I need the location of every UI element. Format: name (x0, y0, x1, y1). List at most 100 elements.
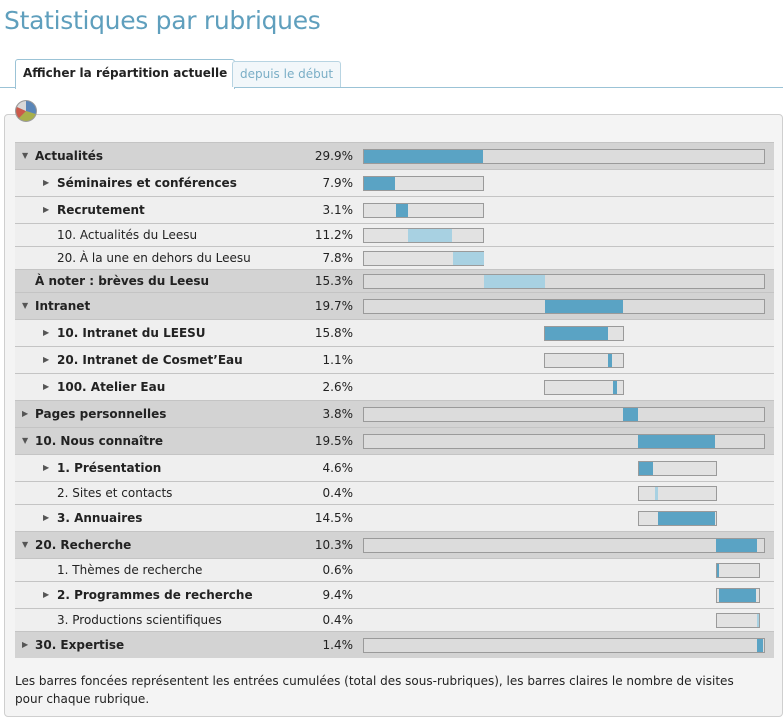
share-bar-fill (716, 539, 757, 552)
rubrique-label[interactable]: Pages personnelles (35, 407, 167, 421)
rubrique-label[interactable]: Intranet (35, 299, 91, 313)
percentage-value: 11.2% (314, 228, 353, 242)
stats-row: 10. Actualités du Leesu 11.2% (15, 223, 774, 246)
share-bar (363, 251, 484, 266)
triangle-right-icon[interactable]: ▶ (43, 178, 50, 187)
rubrique-label: 3. Productions scientifiques (57, 613, 222, 627)
rubrique-label: 10. Actualités du Leesu (57, 228, 198, 242)
rubrique-label[interactable]: 20. Intranet de Cosmet’Eau (57, 353, 243, 367)
rubrique-label[interactable]: 1. Présentation (57, 461, 162, 475)
percentage-value: 0.6% (322, 563, 354, 577)
triangle-down-icon[interactable]: ▼ (22, 540, 29, 549)
stats-row[interactable]: ▶ Séminaires et conférences 7.9% (15, 169, 774, 196)
rubrique-label[interactable]: 20. Recherche (35, 538, 132, 552)
percentage-value: 19.7% (314, 299, 353, 313)
share-bar (363, 149, 765, 164)
percentage-value: 7.9% (322, 176, 354, 190)
share-bar (363, 299, 765, 314)
triangle-right-icon[interactable]: ▶ (43, 205, 50, 214)
share-bar-fill (408, 229, 452, 242)
share-bar-fill (364, 150, 483, 163)
triangle-right-icon[interactable]: ▶ (43, 513, 50, 522)
share-bar (544, 353, 624, 368)
share-bar-fill (364, 177, 395, 190)
stats-row[interactable]: ▶ 2. Programmes de recherche 9.4% (15, 581, 774, 608)
share-bar-fill (453, 252, 484, 265)
stats-row[interactable]: ▼ 10. Nous connaître 19.5% (15, 427, 774, 454)
stats-row[interactable]: ▶ Pages personnelles 3.8% (15, 400, 774, 427)
triangle-right-icon[interactable]: ▶ (43, 355, 50, 364)
stats-row[interactable]: ▶ 10. Intranet du LEESU 15.8% (15, 319, 774, 346)
share-bar-fill (545, 300, 623, 313)
share-bar-fill (484, 275, 545, 288)
rubrique-label[interactable]: 3. Annuaires (57, 511, 143, 525)
rubrique-label[interactable]: Séminaires et conférences (57, 176, 237, 190)
rubrique-label[interactable]: 10. Intranet du LEESU (57, 326, 206, 340)
stats-row[interactable]: ▼ Actualités 29.9% (15, 142, 774, 169)
share-bar-fill (638, 435, 715, 448)
share-bar-fill (639, 462, 653, 475)
share-bar (363, 274, 765, 289)
stats-row[interactable]: ▼ Intranet 19.7% (15, 292, 774, 319)
stats-row[interactable]: ▼ 20. Recherche 10.3% (15, 531, 774, 558)
share-bar (638, 511, 717, 526)
triangle-right-icon[interactable]: ▶ (22, 640, 29, 649)
percentage-value: 2.6% (322, 380, 354, 394)
triangle-down-icon[interactable]: ▼ (22, 301, 29, 310)
share-bar-fill (655, 487, 658, 500)
stats-row[interactable]: ▶ 100. Atelier Eau 2.6% (15, 373, 774, 400)
stats-row[interactable]: ▶ 3. Annuaires 14.5% (15, 504, 774, 531)
triangle-right-icon[interactable]: ▶ (43, 328, 50, 337)
rubrique-label[interactable]: 30. Expertise (35, 638, 125, 652)
stats-row: 3. Productions scientifiques 0.4% (15, 608, 774, 631)
pie-chart-icon[interactable] (14, 99, 38, 123)
stats-row: À noter : brèves du Leesu 15.3% (15, 269, 774, 292)
tab-since-beginning[interactable]: depuis le début (232, 61, 342, 87)
triangle-right-icon[interactable]: ▶ (43, 463, 50, 472)
share-bar (716, 563, 760, 578)
rubrique-label: 1. Thèmes de recherche (57, 563, 203, 577)
stats-row[interactable]: ▶ Recrutement 3.1% (15, 196, 774, 223)
share-bar-fill (623, 408, 638, 421)
rubrique-label: 20. À la une en dehors du Leesu (57, 251, 251, 265)
stats-row[interactable]: ▶ 30. Expertise 1.4% (15, 631, 774, 658)
rubrique-label[interactable]: Actualités (35, 149, 104, 163)
legend-footnote: Les barres foncées représentent les entr… (15, 674, 734, 706)
share-bar (716, 613, 760, 628)
percentage-value: 7.8% (322, 251, 354, 265)
share-bar-fill (658, 512, 715, 525)
percentage-value: 4.6% (322, 461, 354, 475)
share-bar-fill (613, 381, 617, 394)
stats-row[interactable]: ▶ 1. Présentation 4.6% (15, 454, 774, 481)
share-bar (363, 638, 765, 653)
share-bar-fill (717, 564, 719, 577)
share-bar (363, 538, 765, 553)
share-bar (638, 461, 717, 476)
share-bar (363, 203, 484, 218)
percentage-value: 19.5% (314, 434, 353, 448)
page-title: Statistiques par rubriques (4, 6, 321, 35)
rubrique-label[interactable]: Recrutement (57, 203, 145, 217)
rubrique-label[interactable]: 10. Nous connaître (35, 434, 164, 448)
share-bar (363, 176, 484, 191)
share-bar-fill (545, 327, 608, 340)
rubrique-label: 2. Sites et contacts (57, 486, 173, 500)
rubrique-label: À noter : brèves du Leesu (35, 274, 210, 288)
triangle-right-icon[interactable]: ▶ (22, 409, 29, 418)
percentage-value: 1.1% (322, 353, 354, 367)
stats-row[interactable]: ▶ 20. Intranet de Cosmet’Eau 1.1% (15, 346, 774, 373)
share-bar (363, 434, 765, 449)
triangle-down-icon[interactable]: ▼ (22, 151, 29, 160)
percentage-value: 14.5% (314, 511, 353, 525)
rubrique-label[interactable]: 100. Atelier Eau (57, 380, 166, 394)
triangle-right-icon[interactable]: ▶ (43, 382, 50, 391)
rubrique-label[interactable]: 2. Programmes de recherche (57, 588, 253, 602)
triangle-right-icon[interactable]: ▶ (43, 590, 50, 599)
share-bar-fill (396, 204, 408, 217)
tab-current-distribution[interactable]: Afficher la répartition actuelle (15, 59, 236, 89)
triangle-down-icon[interactable]: ▼ (22, 436, 29, 445)
share-bar (716, 588, 760, 603)
percentage-value: 1.4% (322, 638, 354, 652)
percentage-value: 15.8% (314, 326, 353, 340)
stats-row: 2. Sites et contacts 0.4% (15, 481, 774, 504)
